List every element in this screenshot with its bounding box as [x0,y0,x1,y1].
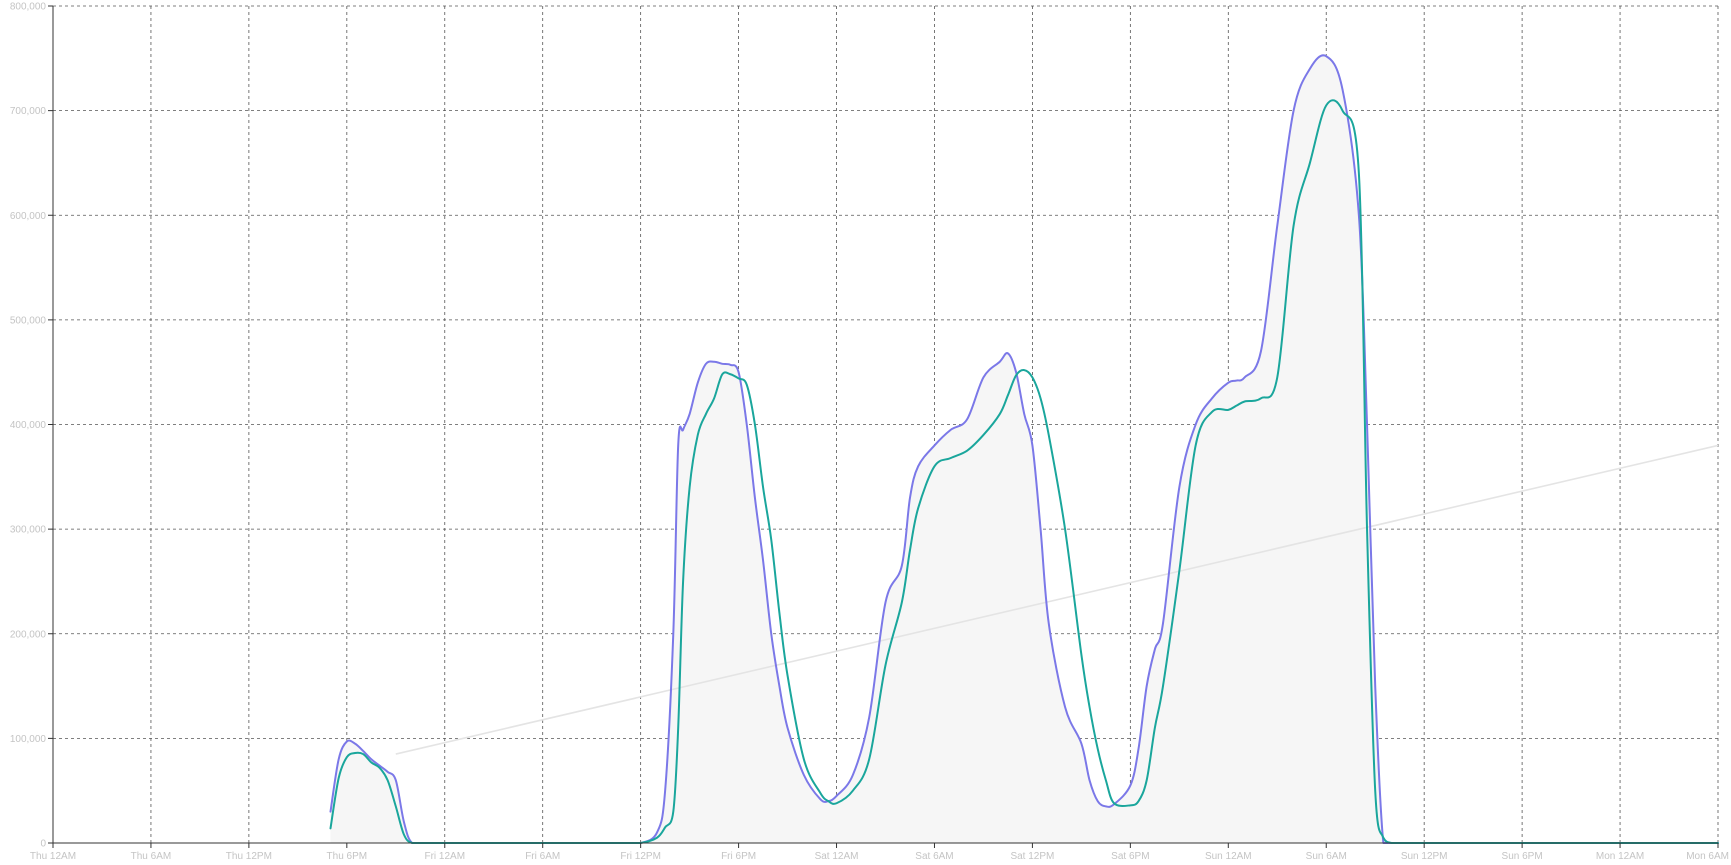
x-tick-label: Mon 6AM [1686,851,1729,862]
y-tick-label: 300,000 [10,525,47,536]
y-tick-label: 700,000 [10,106,47,117]
x-tick-label: Fri 12AM [424,851,465,862]
x-tick-label: Mon 12AM [1596,851,1644,862]
x-tick-label: Sun 6PM [1502,851,1543,862]
area-fill [330,55,1718,844]
x-tick-label: Sat 6AM [915,851,953,862]
x-tick-label: Fri 12PM [620,851,661,862]
x-tick-label: Thu 12AM [30,851,76,862]
x-tick-label: Thu 12PM [226,851,272,862]
y-tick-label: 600,000 [10,211,47,222]
x-tick-label: Sat 6PM [1111,851,1149,862]
y-tick-label: 0 [40,839,46,850]
trend-line [395,444,1719,755]
x-tick-label: Sat 12AM [815,851,859,862]
area-layer [330,55,1718,844]
trend-layer [395,444,1719,755]
x-tick-label: Fri 6PM [721,851,756,862]
x-tick-label: Thu 6AM [131,851,172,862]
y-tick-label: 400,000 [10,420,47,431]
x-tick-label: Sun 6AM [1306,851,1347,862]
x-axis-ticks: Thu 12AM Thu 6AM Thu 12PM Thu 6PM Fri 12AM Fr… [30,851,1729,862]
y-tick-label: 100,000 [10,734,47,745]
y-tick-label: 800,000 [10,2,47,13]
x-tick-label: Sun 12PM [1401,851,1448,862]
axes [48,5,1719,848]
y-tick-label: 500,000 [10,315,47,326]
x-tick-label: Fri 6AM [525,851,560,862]
x-tick-label: Sat 12PM [1010,851,1054,862]
y-tick-label: 200,000 [10,629,47,640]
x-tick-label: Thu 6PM [327,851,368,862]
y-axis-ticks: 0 100,000 200,000 300,000 400,000 500,000 600,… [10,2,47,850]
x-tick-label: Sun 12AM [1205,851,1252,862]
